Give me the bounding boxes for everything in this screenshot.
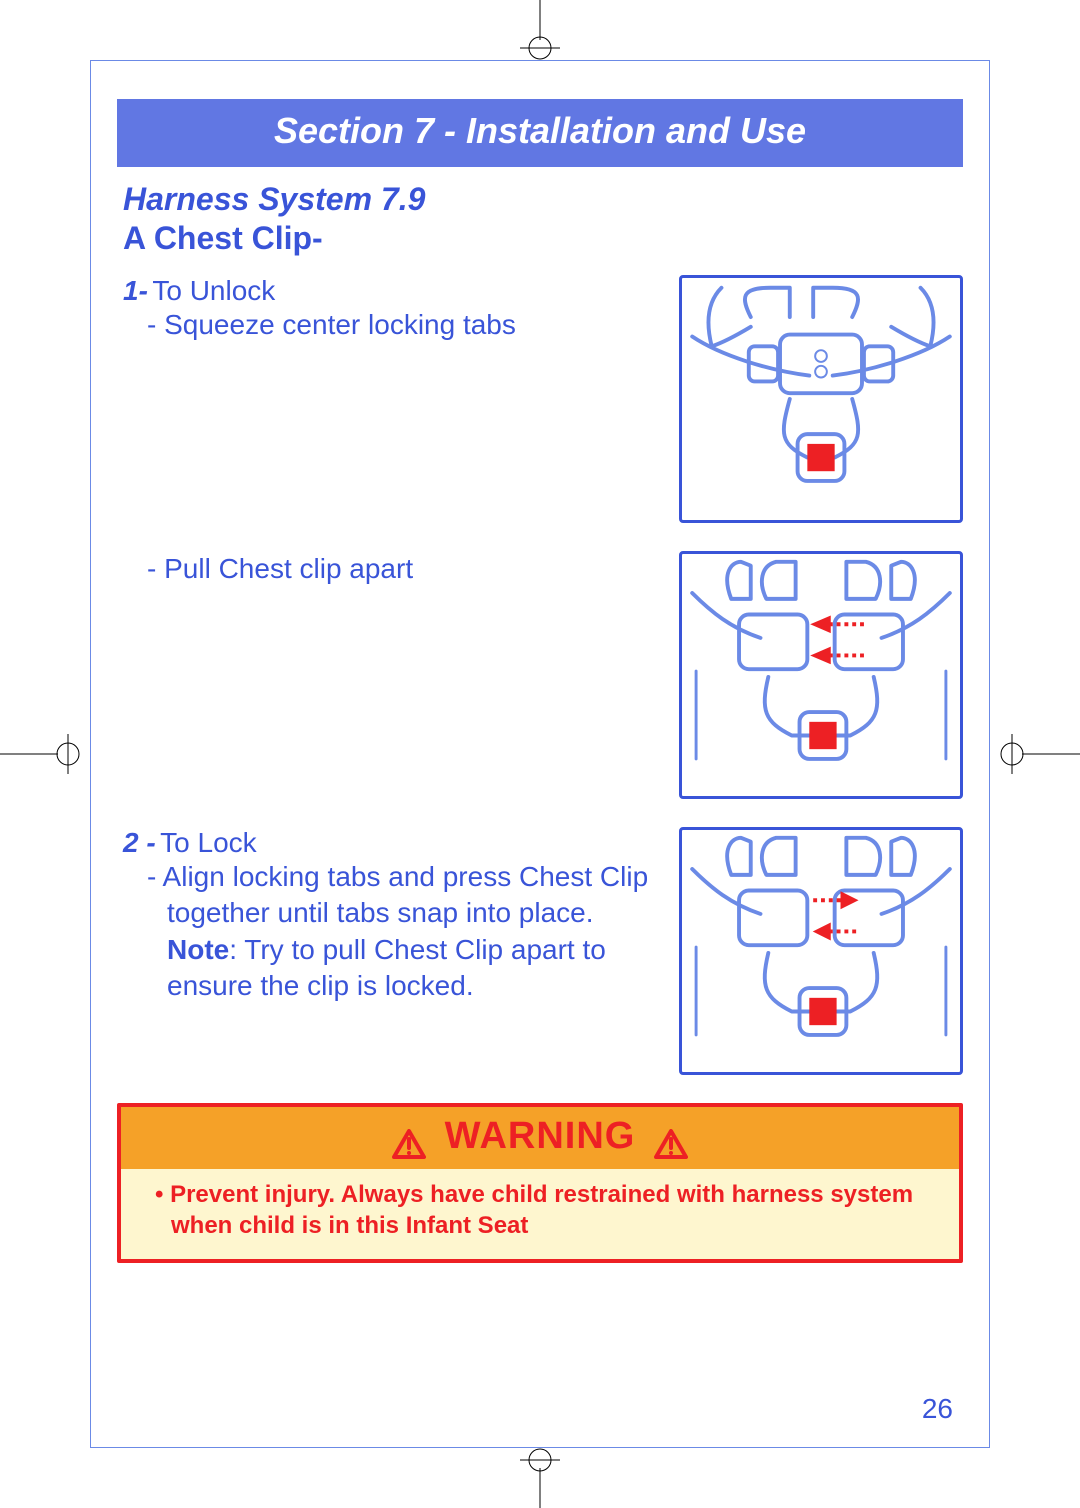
step1-number: 1- — [123, 275, 148, 306]
step1-title: To Unlock — [152, 275, 275, 306]
figure-3 — [679, 827, 963, 1075]
page-frame: Section 7 - Installation and Use Harness… — [90, 60, 990, 1448]
warning-triangle-icon — [392, 1129, 426, 1159]
note-label: Note — [167, 934, 229, 965]
warning-bullet: • Prevent injury. Always have child rest… — [155, 1179, 935, 1241]
note-text: : Try to pull Chest Clip apart to ensure… — [167, 934, 606, 1001]
page-content: Section 7 - Installation and Use Harness… — [91, 61, 989, 1447]
step2-note: Note: Try to pull Chest Clip apart to en… — [123, 932, 661, 1005]
warning-header: WARNING — [121, 1107, 959, 1169]
row-step1b: - Pull Chest clip apart — [117, 551, 963, 799]
row-step1a: 1- To Unlock - Squeeze center locking ta… — [117, 275, 963, 523]
page-number: 26 — [922, 1393, 953, 1425]
warning-title: WARNING — [445, 1115, 636, 1157]
harness-illustration-2 — [682, 554, 960, 796]
harness-illustration-3 — [682, 830, 960, 1072]
step2-title: To Lock — [160, 827, 257, 858]
harness-illustration-1 — [682, 278, 960, 520]
heading-chest-clip: A Chest Clip- — [117, 220, 963, 257]
warning-bullet-text: Prevent injury. Always have child restra… — [170, 1181, 913, 1239]
warning-box: WARNING • Prevent injury. Always have ch… — [117, 1103, 963, 1263]
figure-1 — [679, 275, 963, 523]
step2-bullet-a: - Align locking tabs and press Chest Cli… — [123, 859, 661, 932]
warning-body: • Prevent injury. Always have child rest… — [121, 1169, 959, 1259]
warning-triangle-icon — [654, 1129, 688, 1159]
section-banner: Section 7 - Installation and Use — [117, 99, 963, 167]
subheading: Harness System 7.9 — [117, 181, 963, 218]
step2-number: 2 - — [123, 827, 156, 858]
step1-bullet-b: - Pull Chest clip apart — [123, 551, 661, 587]
step1-bullet-a: - Squeeze center locking tabs — [123, 307, 661, 343]
figure-2 — [679, 551, 963, 799]
row-step2: 2 - To Lock - Align locking tabs and pre… — [117, 827, 963, 1075]
